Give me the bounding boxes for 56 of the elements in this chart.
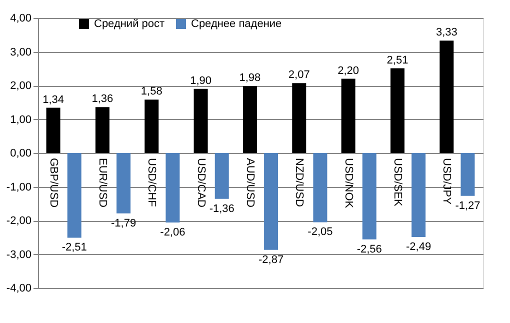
bar	[67, 153, 82, 238]
x-tick-label: USD/JPY	[440, 158, 453, 206]
bar	[440, 40, 454, 153]
data-label: -2,51	[62, 242, 87, 254]
bar	[341, 78, 356, 153]
data-label: -2,56	[356, 243, 382, 256]
bar	[264, 153, 278, 250]
x-tick-label: NZD/USD	[293, 158, 306, 207]
data-label: -1,36	[209, 202, 234, 215]
y-tick-label: 3,00	[10, 46, 32, 58]
x-tick-label: GBP/USD	[47, 158, 60, 208]
y-tick-label: -4,00	[6, 282, 32, 294]
y-tick-label: 1,00	[10, 114, 32, 126]
y-tick-label: 2,00	[10, 80, 32, 92]
data-label: 1,36	[92, 93, 114, 106]
data-label: 1,34	[42, 94, 64, 106]
y-tick-label: 0,00	[10, 148, 32, 160]
bar	[214, 153, 229, 199]
bar	[194, 88, 208, 153]
bar	[313, 153, 328, 222]
bar	[292, 83, 306, 153]
x-tick-label: EUR/USD	[96, 158, 108, 208]
bar	[390, 68, 404, 153]
y-tick-label: -3,00	[6, 248, 32, 261]
bar	[166, 153, 180, 223]
x-tick-label: USD/NOK	[342, 158, 354, 209]
legend-label: Среднее падение	[191, 18, 282, 30]
bar	[116, 153, 131, 214]
x-tick-label: AUD/USD	[244, 158, 256, 208]
x-tick-label: USD/CHF	[146, 158, 158, 208]
data-label: -2,49	[406, 241, 432, 254]
data-label: -2,05	[308, 226, 333, 238]
data-label: 1,90	[190, 74, 212, 87]
y-tick-label: -1,00	[6, 181, 32, 194]
data-label: 3,33	[436, 26, 458, 39]
data-label: 1,98	[239, 72, 261, 84]
bar	[95, 107, 110, 153]
data-label: -2,06	[160, 226, 186, 239]
data-label: -2,87	[258, 254, 284, 266]
bar	[460, 153, 475, 196]
data-label: 2,51	[386, 54, 408, 66]
legend-label: Средний рост	[94, 18, 165, 30]
data-label: 2,07	[288, 69, 310, 82]
bar	[46, 108, 60, 153]
bar	[242, 86, 257, 153]
bar	[412, 153, 426, 238]
data-label: -1,27	[455, 200, 480, 212]
y-tick-label: 4,00	[10, 12, 32, 24]
bar	[144, 100, 159, 153]
x-tick-label: USD/SEK	[391, 158, 404, 207]
data-label: 2,20	[338, 64, 360, 77]
data-label: 1,58	[140, 86, 162, 98]
x-tick-label: USD/CAD	[194, 158, 207, 208]
bar	[362, 153, 376, 240]
y-tick-label: -2,00	[6, 215, 32, 227]
data-label: -1,79	[110, 217, 136, 230]
